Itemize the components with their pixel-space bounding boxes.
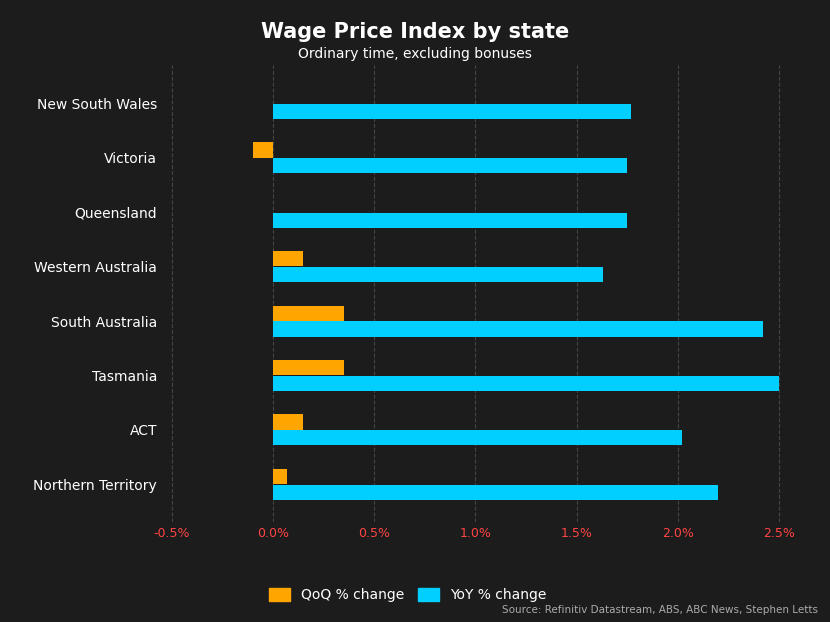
Bar (273, 267, 603, 282)
Bar (273, 104, 632, 119)
Bar (273, 158, 627, 174)
Text: Ordinary time, excluding bonuses: Ordinary time, excluding bonuses (298, 47, 532, 61)
Bar (273, 322, 763, 337)
Bar (273, 213, 627, 228)
Bar (273, 485, 718, 500)
Legend: QoQ % change, YoY % change: QoQ % change, YoY % change (269, 588, 547, 602)
Bar (273, 430, 681, 445)
Text: Source: Refinitiv Datastream, ABS, ABC News, Stephen Letts: Source: Refinitiv Datastream, ABS, ABC N… (501, 605, 818, 615)
Bar (273, 376, 779, 391)
Text: Wage Price Index by state: Wage Price Index by state (261, 22, 569, 42)
Bar (273, 251, 304, 266)
Bar (273, 414, 304, 430)
Bar (253, 142, 273, 157)
Bar (273, 360, 344, 375)
Bar (273, 469, 287, 484)
Bar (273, 305, 344, 321)
